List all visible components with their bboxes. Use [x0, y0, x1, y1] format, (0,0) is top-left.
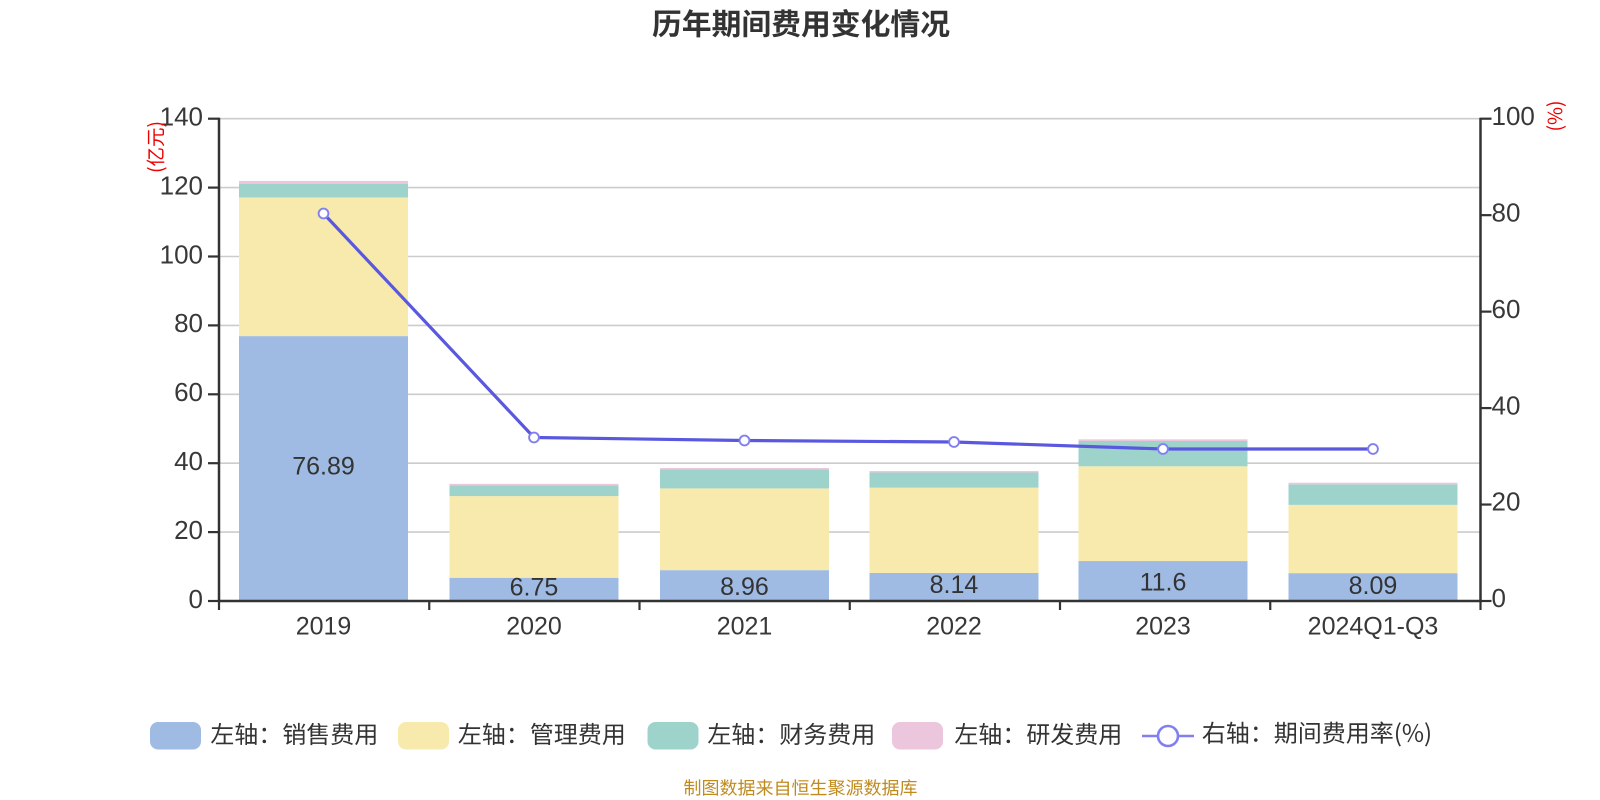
- svg-text:0: 0: [189, 584, 203, 614]
- svg-text:8.09: 8.09: [1349, 572, 1398, 600]
- svg-text:120: 120: [160, 170, 203, 200]
- svg-text:2021: 2021: [717, 613, 773, 641]
- svg-text:11.6: 11.6: [1140, 569, 1187, 597]
- svg-text:2023: 2023: [1135, 613, 1191, 641]
- svg-text:100: 100: [1492, 101, 1535, 131]
- svg-text:60: 60: [174, 377, 203, 407]
- svg-text:8.96: 8.96: [720, 573, 769, 601]
- svg-text:20: 20: [174, 515, 203, 545]
- svg-text:76.89: 76.89: [292, 453, 355, 481]
- svg-text:2020: 2020: [506, 613, 562, 641]
- svg-text:40: 40: [1492, 390, 1521, 420]
- svg-text:2022: 2022: [926, 613, 982, 641]
- svg-text:6.75: 6.75: [510, 574, 559, 602]
- svg-text:0: 0: [1492, 583, 1506, 613]
- svg-text:8.14: 8.14: [930, 571, 979, 599]
- svg-text:20: 20: [1492, 487, 1521, 517]
- svg-text:60: 60: [1492, 294, 1521, 324]
- svg-text:80: 80: [174, 308, 203, 338]
- svg-text:2024Q1-Q3: 2024Q1-Q3: [1308, 613, 1439, 641]
- svg-text:2019: 2019: [296, 613, 352, 641]
- svg-text:140: 140: [160, 102, 203, 132]
- svg-text:100: 100: [160, 239, 203, 269]
- svg-text:80: 80: [1492, 197, 1521, 227]
- svg-text:40: 40: [174, 446, 203, 476]
